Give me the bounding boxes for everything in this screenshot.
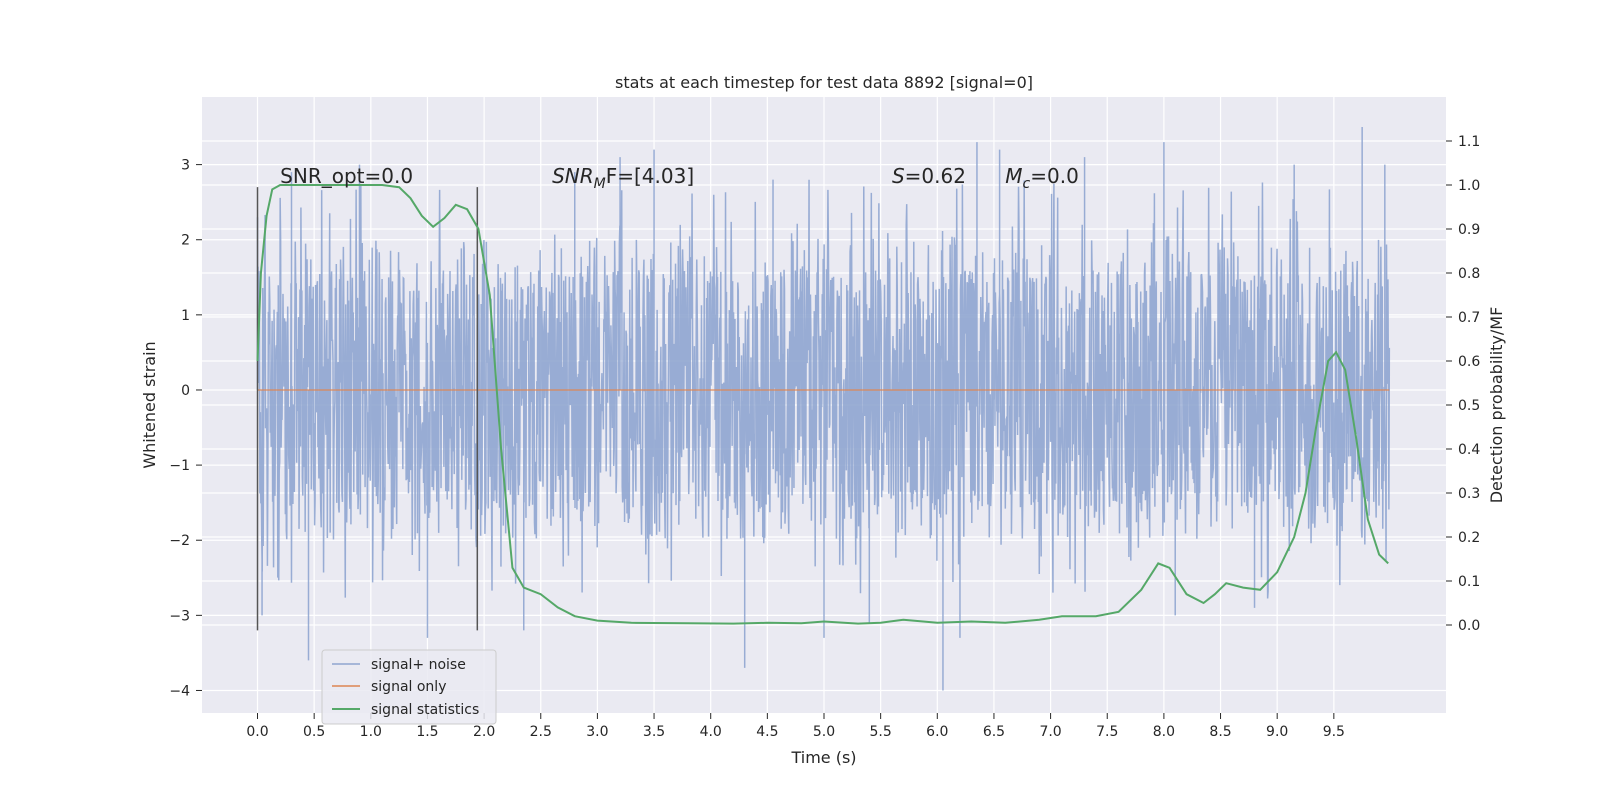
annotation-label: S=0.62 [892, 164, 966, 188]
y2-tick-label: 1.1 [1458, 134, 1480, 150]
y-tick-label: −3 [169, 608, 190, 624]
x-tick-label: 2.5 [530, 724, 552, 740]
y2-tick-label: 0.9 [1458, 222, 1480, 238]
y2-axis-label: Detection probability/MF [1487, 307, 1506, 504]
x-tick-label: 7.5 [1096, 724, 1118, 740]
y-tick-label: 3 [181, 158, 190, 174]
x-tick-label: 7.0 [1039, 724, 1061, 740]
y-tick-label: −4 [169, 683, 190, 699]
chart-title: stats at each timestep for test data 889… [615, 73, 1033, 92]
y2-tick-label: 0.7 [1458, 310, 1480, 326]
y-tick-label: −1 [169, 458, 190, 474]
legend: signal+ noise signal only signal statist… [321, 649, 497, 725]
x-tick-label: 3.0 [586, 724, 608, 740]
legend-label-signal-statistics: signal statistics [371, 702, 479, 718]
series-signal-statistics [256, 184, 1389, 625]
legend-label-signal-only: signal only [371, 679, 446, 695]
y2-tick-label: 0.4 [1458, 442, 1480, 458]
x-tick-label: 2.0 [473, 724, 495, 740]
y2-tick-label: 1.0 [1458, 178, 1480, 194]
y-tick-label: 0 [181, 383, 190, 399]
x-tick-label: 0.0 [246, 724, 268, 740]
x-tick-label: 1.5 [416, 724, 438, 740]
x-tick-label: 5.0 [813, 724, 835, 740]
x-tick-label: 1.0 [360, 724, 382, 740]
y-tick-label: −2 [169, 533, 190, 549]
annotation-label: SNR_opt=0.0 [280, 164, 413, 188]
x-tick-label: 8.0 [1153, 724, 1175, 740]
series-layer [256, 127, 1391, 691]
y2-tick-label: 0.8 [1458, 266, 1480, 282]
y2-tick-label: 0.0 [1458, 618, 1480, 634]
y-axis-label: Whitened strain [140, 341, 159, 468]
axes: 0.0 0.5 1.0 1.5 2.0 2.5 3.0 3.5 4.0 4.5 5.0 5.5 6.0 6… [169, 134, 1480, 740]
y2-tick-label: 0.5 [1458, 398, 1480, 414]
x-tick-label: 4.0 [700, 724, 722, 740]
x-tick-label: 5.5 [870, 724, 892, 740]
y-tick-label: 2 [181, 233, 190, 249]
annotation-label: SNRMF=[4.03] [552, 164, 694, 192]
y2-tick-label: 0.1 [1458, 574, 1480, 590]
y2-tick-label: 0.2 [1458, 530, 1480, 546]
x-tick-label: 4.5 [756, 724, 778, 740]
y2-tick-label: 0.6 [1458, 354, 1480, 370]
legend-label-signal-noise: signal+ noise [371, 657, 466, 673]
annotation-label: Mc=0.0 [1005, 164, 1079, 192]
x-tick-label: 9.0 [1266, 724, 1288, 740]
x-tick-label: 3.5 [643, 724, 665, 740]
x-tick-label: 6.0 [926, 724, 948, 740]
x-axis-label: Time (s) [790, 748, 856, 767]
series-signal-noise [256, 127, 1391, 691]
x-tick-label: 9.5 [1323, 724, 1345, 740]
y2-tick-label: 0.3 [1458, 486, 1480, 502]
annotations: SNR_opt=0.0 SNRMF=[4.03] S=0.62 Mc=0.0 [280, 164, 1079, 192]
x-tick-label: 0.5 [303, 724, 325, 740]
legend-box [321, 649, 497, 725]
y-tick-label: 1 [181, 308, 190, 324]
x-tick-label: 8.5 [1209, 724, 1231, 740]
x-tick-label: 6.5 [983, 724, 1005, 740]
